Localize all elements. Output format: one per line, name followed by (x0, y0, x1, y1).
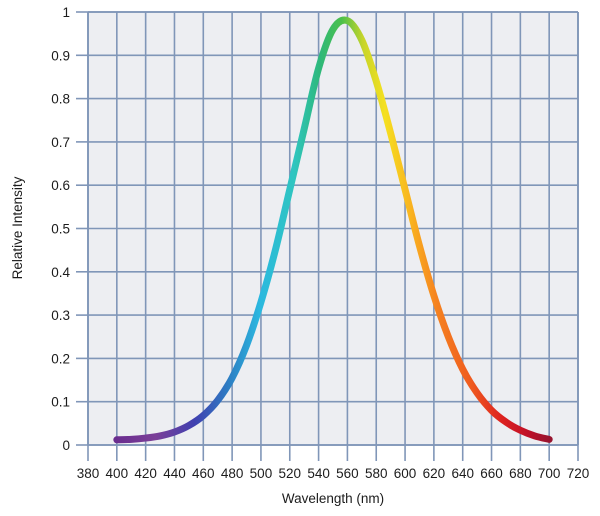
y-axis-title: Relative Intensity (10, 176, 25, 279)
x-axis-tick-label: 600 (394, 466, 417, 481)
plot-frame (87, 11, 579, 446)
y-axis-tick-label: 0 (62, 438, 70, 453)
x-axis-title: Wavelength (nm) (282, 491, 384, 506)
x-axis-tick-label: 700 (538, 466, 561, 481)
x-axis-tick-label: 460 (192, 466, 215, 481)
y-axis-tick-label: 0.3 (51, 308, 70, 323)
spectral-intensity-curve (113, 16, 553, 444)
x-axis-tick-label: 560 (336, 466, 359, 481)
y-axis-tick-label: 0.7 (51, 135, 70, 150)
x-axis-tick-labels: 380 400 420 440 460 480 500 520 540 560 580 600 620 6… (77, 466, 590, 481)
x-axis-tick-label: 720 (567, 466, 590, 481)
y-axis-tick-label: 0.5 (51, 222, 70, 237)
x-axis-tick-label: 680 (509, 466, 532, 481)
y-axis-tick-labels: 0 0.1 0.2 0.3 0.4 0.5 0.6 0.7 0.8 0.9 1 (51, 5, 70, 453)
x-axis-tick-label: 480 (221, 466, 244, 481)
y-axis-tick-label: 1 (62, 5, 70, 20)
y-axis-tick-label: 0.8 (51, 92, 70, 107)
y-axis-tick-label: 0.6 (51, 178, 70, 193)
x-axis-tick-label: 500 (250, 466, 273, 481)
x-axis-tick-label: 520 (278, 466, 301, 481)
x-axis-tick-label: 620 (423, 466, 446, 481)
x-axis-tick-label: 580 (365, 466, 388, 481)
x-axis-tick-label: 660 (480, 466, 503, 481)
y-axis-tick-label: 0.9 (51, 48, 70, 63)
x-axis-tick-label: 640 (451, 466, 474, 481)
y-axis-tick-label: 0.1 (51, 395, 70, 410)
x-axis-tick-label: 440 (163, 466, 186, 481)
y-axis-tick-label: 0.2 (51, 351, 70, 366)
y-axis-tick-label: 0.4 (51, 265, 70, 280)
tick-marks (76, 11, 579, 461)
x-axis-tick-label: 380 (77, 466, 100, 481)
x-axis-tick-label: 420 (134, 466, 157, 481)
x-axis-tick-label: 400 (106, 466, 129, 481)
x-axis-tick-label: 540 (307, 466, 330, 481)
